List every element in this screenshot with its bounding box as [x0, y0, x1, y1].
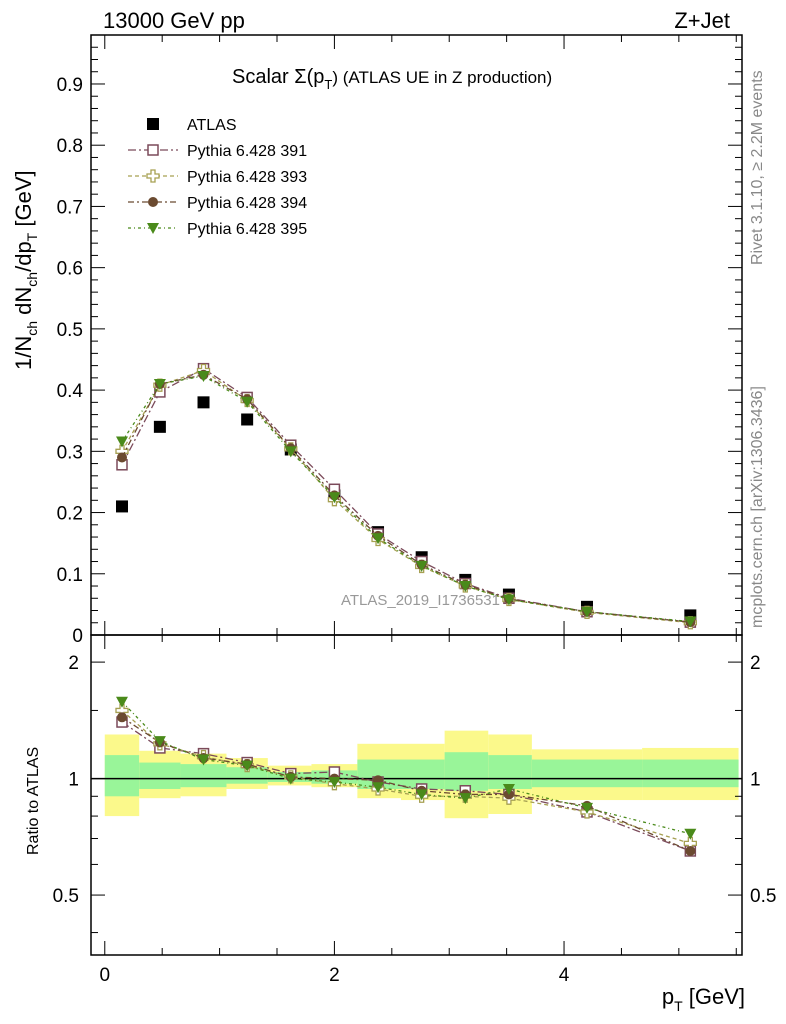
header-right-label: Z+Jet [674, 8, 730, 33]
legend-marker [146, 169, 160, 183]
data-point [415, 560, 428, 572]
series-3-main [117, 369, 696, 628]
ratio-band-stat [444, 752, 489, 791]
ratio-point [581, 802, 593, 814]
ratio-point [241, 760, 254, 772]
legend-label: Pythia 6.428 393 [187, 169, 307, 186]
series-ratio-line [121, 721, 691, 852]
plot-title-tail: ) (ATLAS UE in Z production) [332, 68, 552, 87]
mcplots-label: mcplots.cern.ch [arXiv:1306.3436] [749, 386, 766, 628]
series-line [121, 375, 691, 623]
data-point [117, 452, 127, 463]
legend-label: Pythia 6.428 395 [187, 221, 307, 238]
ratio-band-stat [139, 762, 181, 789]
data-point [197, 396, 210, 409]
legend-label: ATLAS [187, 117, 237, 134]
plot-title: Scalar Σ(pT) (ATLAS UE in Z production) [232, 66, 552, 92]
main-y-tick-label: 0.6 [57, 259, 83, 280]
ratio-y-tick-label: 2 [68, 653, 79, 674]
data-point [328, 492, 341, 504]
ratio-point [685, 845, 696, 856]
data-point [372, 533, 385, 545]
ratio-point [284, 773, 297, 785]
legend-marker [148, 197, 158, 207]
data-point [153, 420, 166, 433]
ratio-band-stat [104, 755, 140, 797]
ratio-y-tick-label: 0.5 [53, 886, 79, 907]
rivet-version-label: Rivet 3.1.10, ≥ 2.2M events [749, 70, 766, 265]
ratio-band-stat [226, 767, 268, 784]
data-point [581, 606, 593, 618]
ratio-y-tick-label-right: 2 [750, 653, 761, 674]
main-y-tick-label: 0.3 [57, 442, 83, 463]
data-point [284, 446, 297, 458]
ratio-point [116, 696, 128, 708]
series-line [121, 369, 691, 624]
main-y-tick-label: 0.5 [57, 320, 83, 341]
ratio-band-stat [488, 755, 532, 789]
data-point [116, 500, 128, 513]
data-point [197, 371, 210, 383]
data-point [241, 413, 254, 426]
ratio-y-tick-label: 1 [68, 770, 79, 791]
ratio-band-stat [642, 759, 739, 788]
analysis-id-label: ATLAS_2019_I1736531 [341, 592, 500, 609]
ratio-point [415, 789, 428, 801]
main-y-tick-label: 0.1 [57, 565, 83, 586]
x-tick-label: 4 [559, 965, 570, 986]
main-y-tick-label: 0.2 [57, 504, 83, 525]
ratio-band-stat [531, 759, 643, 788]
data-point [241, 396, 254, 408]
x-axis-label: pT [GeV] [662, 984, 745, 1014]
ratio-y-axis-label: Ratio to ATLAS [25, 747, 42, 855]
legend: ATLAS Pythia 6.428 391 Pythia 6.428 393 Pyt… [128, 117, 307, 238]
x-tick-label: 0 [99, 965, 110, 986]
plot-title-main: Scalar Σ(p [232, 66, 324, 88]
data-point [153, 378, 166, 390]
main-y-tick-label: 0.4 [57, 381, 84, 402]
ratio-point [372, 782, 385, 794]
data-point [502, 594, 515, 606]
series-0-main [116, 396, 697, 622]
header-left-label: 13000 GeV pp [103, 8, 245, 33]
ratio-point [117, 712, 127, 723]
legend-label: Pythia 6.428 394 [187, 195, 307, 212]
ratio-point [153, 736, 166, 748]
series-ratio-line [121, 716, 691, 852]
legend-marker [147, 118, 159, 130]
ratio-plot-area: 0.5 0.5 1 1 2 2 0 2 4 [53, 35, 776, 986]
ratio-y-tick-label-right: 0.5 [750, 886, 776, 907]
ratio-point [197, 754, 210, 766]
main-y-tick-label: 0 [72, 626, 83, 647]
main-y-tick-label: 0.8 [57, 136, 83, 157]
ratio-point [459, 793, 472, 805]
series-line [121, 374, 691, 623]
data-point [116, 436, 128, 448]
series-4-main [116, 371, 697, 628]
series-4-ratio [116, 696, 697, 840]
main-plot-area: 0 0.1 0.2 0.3 0.4 0.5 0.6 0.7 0.8 0.9 [57, 34, 743, 647]
legend-marker [147, 223, 159, 234]
legend-marker [147, 144, 159, 156]
plot-title-sub: T [324, 77, 332, 92]
x-tick-label: 2 [329, 965, 340, 986]
ratio-point [684, 828, 697, 840]
legend-label: Pythia 6.428 391 [187, 143, 307, 160]
ratio-point [502, 783, 515, 795]
ratio-frame [90, 634, 743, 956]
data-point [684, 616, 697, 628]
main-y-axis-label: 1/Nch dNch/dpT [GeV] [11, 170, 40, 370]
ratio-band-stat [180, 764, 227, 788]
ratio-y-tick-label-right: 1 [750, 770, 761, 791]
ratio-point [328, 776, 341, 788]
data-point [459, 581, 472, 593]
main-y-tick-label: 0.9 [57, 75, 83, 96]
main-y-tick-label: 0.7 [57, 197, 83, 218]
